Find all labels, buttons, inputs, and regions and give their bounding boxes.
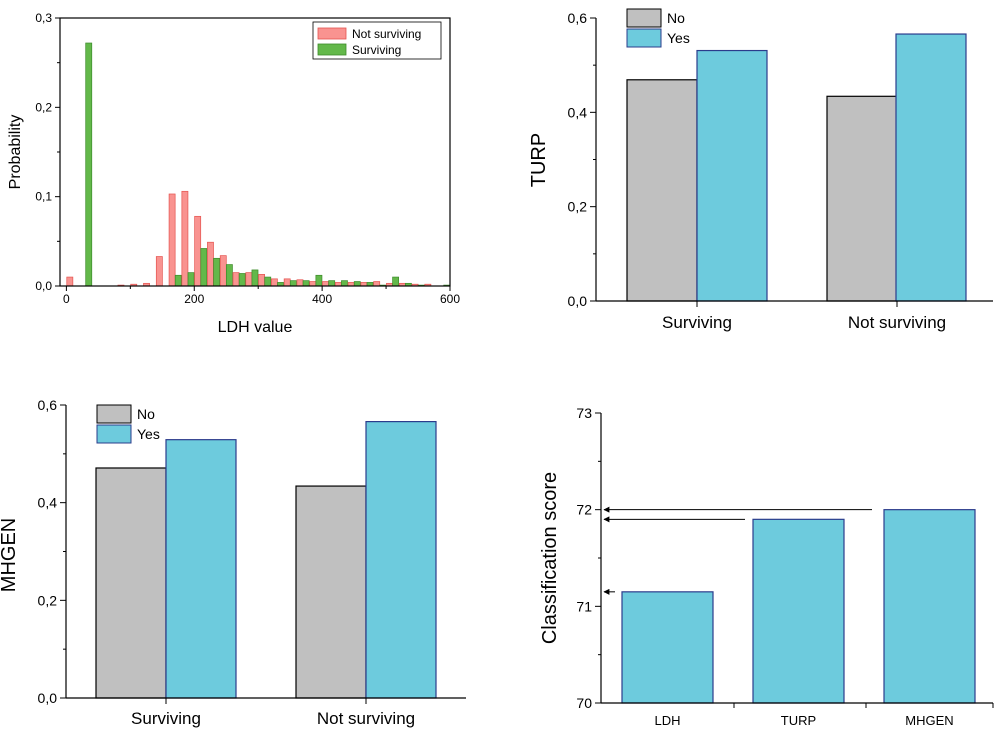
y-tick-label: 0,1 <box>35 190 52 204</box>
histogram-bar-surviving <box>226 264 233 287</box>
category-label: MHGEN <box>905 713 953 728</box>
category-label: Surviving <box>131 709 201 728</box>
histogram-bar-surviving <box>251 269 259 287</box>
category-label: Not surviving <box>317 709 415 728</box>
histogram-bar-not-surviving <box>296 279 304 287</box>
histogram-bar-surviving <box>302 280 310 287</box>
y-axis-label: Classification score <box>539 472 561 644</box>
y-tick-label: 70 <box>576 695 592 711</box>
y-tick-label: 72 <box>576 502 592 518</box>
histogram-bar-not-surviving <box>309 281 317 287</box>
histogram-bar-surviving <box>238 273 246 287</box>
y-tick-label: 0,6 <box>38 397 58 413</box>
histogram-bar-surviving <box>341 280 348 287</box>
legend-label: Not surviving <box>352 27 421 41</box>
category-label: Surviving <box>662 313 732 332</box>
histogram-bar-not-surviving <box>219 255 227 287</box>
legend-swatch <box>317 43 347 56</box>
y-axis-label: TURP <box>528 133 550 187</box>
histogram-bar-surviving <box>264 276 272 287</box>
bar-not-surviving-no <box>826 95 898 302</box>
legend-swatch <box>626 28 662 48</box>
bar-ldh <box>621 591 714 704</box>
legend-swatch <box>96 424 132 444</box>
bar-not-surviving-yes <box>365 421 437 699</box>
y-tick-label: 0,2 <box>38 592 58 608</box>
category-label: LDH <box>654 713 680 728</box>
histogram-bar-surviving <box>213 257 220 287</box>
histogram-bar-not-surviving <box>245 272 253 287</box>
histogram-bar-not-surviving <box>258 274 266 287</box>
legend-swatch <box>96 404 132 424</box>
y-tick-label: 71 <box>576 598 592 614</box>
legend-label: No <box>667 10 685 26</box>
y-axis-label: MHGEN <box>0 518 20 592</box>
y-tick-label: 0,4 <box>568 104 588 120</box>
y-tick-label: 0,6 <box>568 10 588 26</box>
legend-label: Yes <box>137 426 160 442</box>
classification-score-chart <box>595 412 994 708</box>
histogram-bar-surviving <box>392 276 400 287</box>
bar-not-surviving-no <box>295 485 367 699</box>
x-tick-label: 600 <box>440 292 460 306</box>
histogram-bar-surviving <box>85 42 93 287</box>
y-tick-label: 0,3 <box>35 11 52 25</box>
histogram-bar-not-surviving <box>155 256 163 287</box>
legend <box>312 21 442 60</box>
x-tick-label: 200 <box>184 292 204 306</box>
legend <box>96 404 132 444</box>
y-tick-label: 0,2 <box>568 199 588 215</box>
histogram-bar-surviving <box>353 281 361 287</box>
histogram-bar-surviving <box>187 272 195 287</box>
legend <box>626 8 662 48</box>
bar-surviving-yes <box>696 49 768 302</box>
turp-bars-chart <box>590 8 993 307</box>
category-label: Not surviving <box>848 313 946 332</box>
bar-surviving-yes <box>165 439 237 699</box>
histogram-bar-not-surviving <box>322 281 329 287</box>
histogram-bar-surviving <box>315 274 323 287</box>
category-label: TURP <box>781 713 816 728</box>
histogram-bar-surviving <box>200 248 208 287</box>
legend-swatch <box>626 8 662 28</box>
legend-label: No <box>137 406 155 422</box>
histogram-bar-not-surviving <box>271 278 278 287</box>
histogram-bar-not-surviving <box>168 193 176 287</box>
y-tick-label: 0,0 <box>568 293 588 309</box>
histogram-bar-surviving <box>289 280 297 287</box>
histogram-bar-not-surviving <box>283 278 291 287</box>
histogram-bar-surviving <box>328 280 336 287</box>
y-tick-label: 73 <box>576 405 592 421</box>
legend-swatch <box>317 27 347 40</box>
legend-label: Yes <box>667 30 690 46</box>
y-tick-label: 0,0 <box>35 279 52 293</box>
histogram-bar-not-surviving <box>232 272 240 287</box>
histogram-bar-not-surviving <box>66 276 74 287</box>
y-tick-label: 0,0 <box>38 690 58 706</box>
histogram-bar-surviving <box>174 274 182 287</box>
histogram-bar-not-surviving <box>373 281 381 287</box>
x-axis-label: LDH value <box>218 319 293 336</box>
bar-surviving-no <box>95 467 167 699</box>
bar-surviving-no <box>626 79 698 302</box>
y-tick-label: 0,2 <box>35 100 52 114</box>
y-tick-label: 0,4 <box>38 495 58 511</box>
y-axis-label: Probability <box>7 115 24 190</box>
legend-label: Surviving <box>352 43 401 57</box>
histogram-bar-not-surviving <box>181 190 189 287</box>
bar-turp <box>752 518 845 704</box>
x-tick-label: 400 <box>312 292 332 306</box>
ldh-histogram-chart <box>55 17 451 291</box>
bar-mhgen <box>883 509 976 704</box>
histogram-bar-not-surviving <box>207 241 214 287</box>
bar-not-surviving-yes <box>895 33 967 302</box>
histogram-bar-not-surviving <box>194 215 202 287</box>
mhgen-bars-chart <box>60 404 466 704</box>
plot-frame <box>59 17 451 287</box>
x-tick-label: 0 <box>63 292 70 306</box>
